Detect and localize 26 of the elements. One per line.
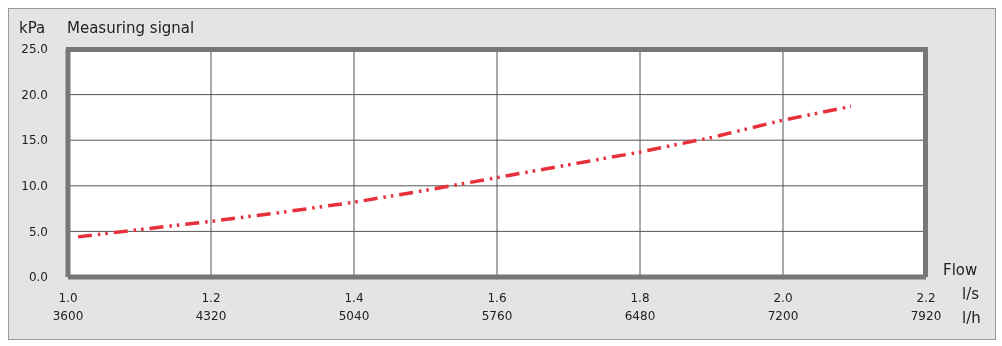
- x2-tick-label: 6480: [624, 309, 656, 323]
- y-tick-label: 20.0: [21, 87, 48, 102]
- chart-title: Measuring signal: [67, 19, 195, 37]
- x-tick-label: 1.0: [58, 290, 78, 305]
- text: Flow: [943, 261, 978, 279]
- x2-tick-label: 3600: [52, 309, 84, 323]
- y-tick-label: 0.0: [28, 270, 48, 285]
- x-tick-label: 1.4: [344, 290, 364, 305]
- x2-axis-title: l/h: [962, 309, 981, 327]
- x-tick-label: 1.2: [201, 290, 221, 305]
- line-series: [76, 104, 853, 239]
- x-tick-label: 2.0: [773, 290, 793, 305]
- x-tick-label: 1.8: [630, 290, 650, 305]
- y-tick-label: 10.0: [21, 179, 48, 194]
- y-tick-label: 25.0: [21, 42, 48, 57]
- x-tick-label: 2.2: [916, 290, 936, 305]
- x2-tick-label: 7200: [767, 309, 799, 323]
- y-tick-label: 5.0: [28, 224, 48, 239]
- x2-tick-label: 4320: [195, 309, 227, 323]
- x2-tick-label: 5760: [481, 309, 513, 323]
- x2-tick-label: 7920: [910, 309, 942, 323]
- y-axis-title: kPa: [19, 19, 46, 37]
- x2-tick-label: 5040: [338, 309, 370, 323]
- x-axis-title: l/s: [962, 285, 980, 303]
- x-tick-label: 1.6: [487, 290, 507, 305]
- y-tick-label: 15.0: [21, 133, 48, 148]
